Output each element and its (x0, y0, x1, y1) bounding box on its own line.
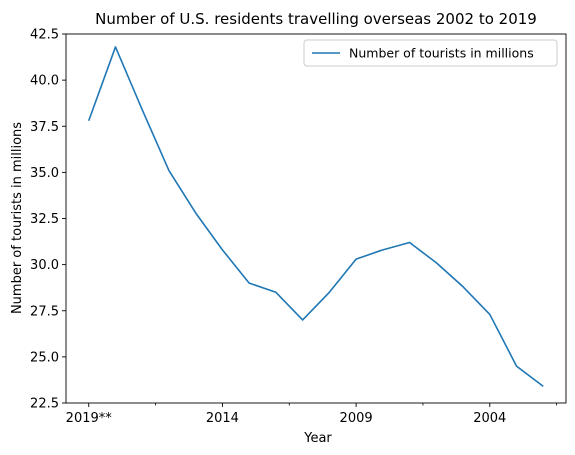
y-tick-label: 30.0 (30, 258, 59, 273)
y-tick-label: 32.5 (30, 212, 59, 227)
y-axis-title: Number of tourists in millions (10, 122, 25, 314)
legend-box (303, 39, 558, 67)
y-tick-label: 35.0 (30, 166, 59, 181)
plot-area: 22.5 25.0 27.5 30.0 32.5 35.0 37.5 40.0 42.5 2019… (30, 28, 567, 426)
x-axis-title: Year (303, 431, 332, 446)
y-tick-label: 22.5 (30, 397, 59, 412)
x-tick-label: 2004 (473, 411, 506, 426)
x-tick-label: 2019** (66, 411, 113, 426)
y-tick-label: 42.5 (30, 28, 59, 43)
chart-title: Number of U.S. residents travelling over… (95, 10, 537, 28)
y-tick-label: 37.5 (30, 120, 59, 135)
x-tick-label: 2009 (340, 411, 373, 426)
legend-label: Number of tourists in millions (349, 46, 534, 61)
y-tick-label: 27.5 (30, 304, 59, 319)
series-line (87, 46, 544, 388)
x-tick-label: 2014 (206, 411, 239, 426)
y-tick-label: 25.0 (30, 350, 59, 365)
axes-frame (65, 33, 567, 404)
y-tick-label: 40.0 (30, 74, 59, 89)
